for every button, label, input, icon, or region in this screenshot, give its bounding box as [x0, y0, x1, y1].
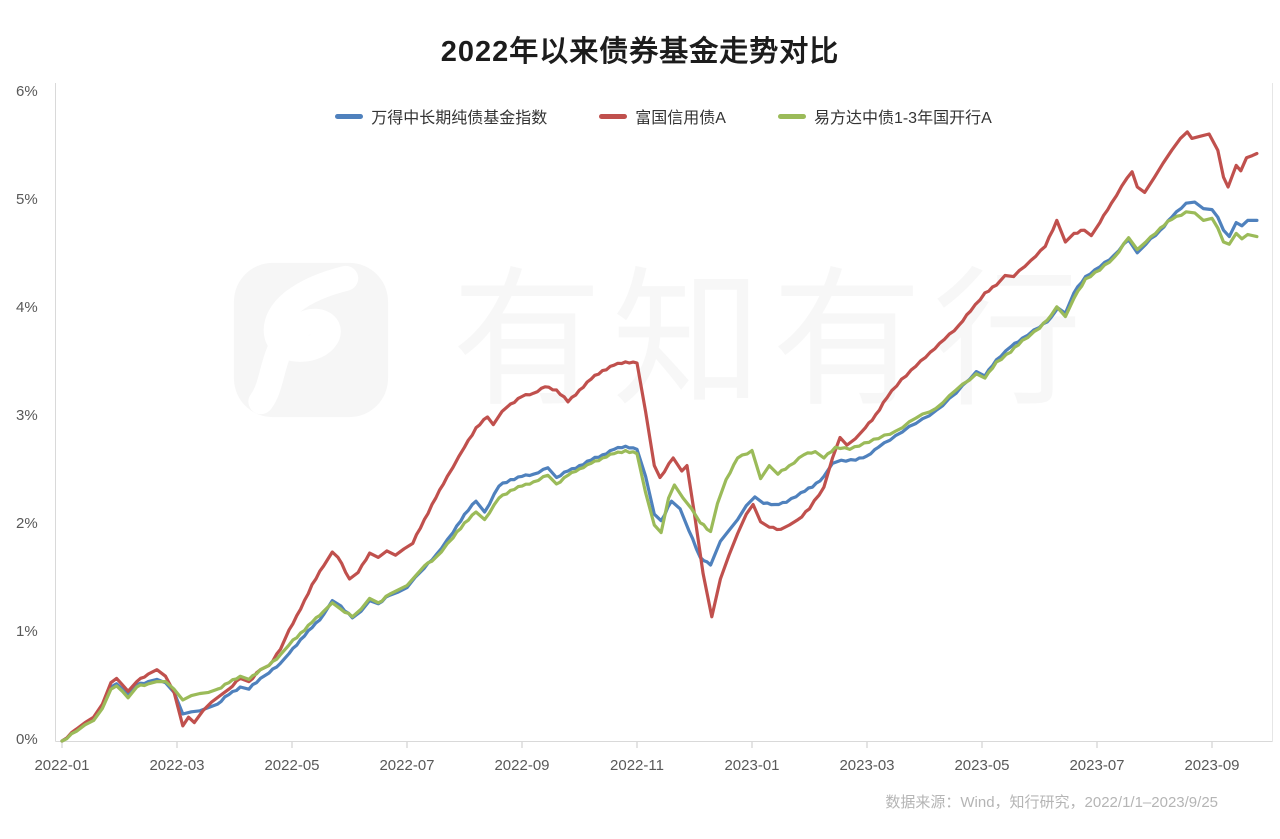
x-axis-label-1: 2022-03: [149, 757, 205, 774]
y-axis-label-5: 5%: [16, 191, 38, 208]
legend-item-efund: 易方达中债1-3年国开行A: [777, 104, 992, 128]
y-axis-label-3: 3%: [16, 407, 38, 424]
legend-swatch-blue-icon: [335, 113, 364, 119]
y-axis-label-4: 4%: [16, 299, 38, 316]
legend-item-wind-index: 万得中长期纯债基金指数: [335, 104, 547, 128]
x-axis-label-2: 2022-05: [264, 757, 320, 774]
legend-item-fuguo: 富国信用债A: [599, 104, 726, 128]
y-axis-label-1: 1%: [16, 623, 38, 640]
x-axis-label-9: 2023-07: [1069, 757, 1125, 774]
series-line-1: [60, 130, 1259, 743]
x-axis-label-4: 2022-09: [494, 757, 550, 774]
data-source-note: 数据来源：Wind，知行研究，2022/1/1–2023/9/25: [885, 794, 1218, 811]
x-axis-label-8: 2023-05: [954, 757, 1010, 774]
x-axis-label-5: 2022-11: [610, 757, 664, 774]
legend-label: 易方达中债1-3年国开行A: [813, 110, 992, 127]
x-axis-label-3: 2022-07: [379, 757, 435, 774]
series-line-0: [60, 200, 1259, 743]
legend-swatch-green-icon: [777, 113, 806, 119]
y-axis-label-6: 6%: [16, 83, 38, 100]
series-line-2: [60, 210, 1259, 743]
x-axis-label-0: 2022-01: [34, 757, 90, 774]
chart-title: 2022年以来债券基金走势对比: [440, 36, 840, 68]
y-axis-label-2: 2%: [16, 515, 38, 532]
x-axis-label-7: 2023-03: [839, 757, 895, 774]
legend-label: 富国信用债A: [635, 110, 726, 127]
x-axis-label-10: 2023-09: [1184, 757, 1240, 774]
x-axis-label-6: 2023-01: [724, 757, 780, 774]
legend: 万得中长期纯债基金指数 富国信用债A 易方达中债1-3年国开行A: [55, 104, 1272, 128]
y-axis-label-0: 0%: [16, 731, 38, 748]
legend-label: 万得中长期纯债基金指数: [371, 110, 548, 127]
legend-swatch-red-icon: [599, 113, 628, 119]
